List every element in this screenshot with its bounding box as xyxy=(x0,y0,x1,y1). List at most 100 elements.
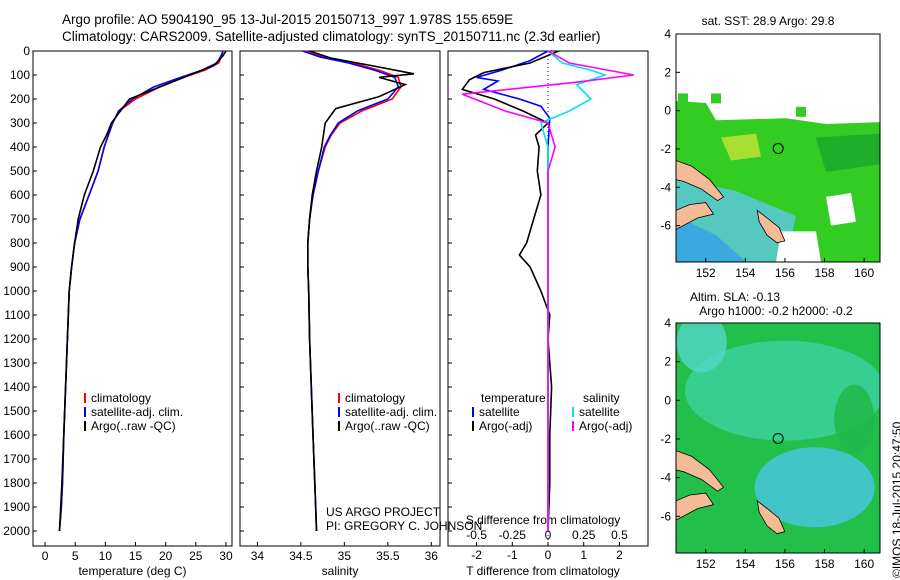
sst-map-field xyxy=(676,34,880,262)
sst-pixel xyxy=(796,106,806,117)
temperature-legend-label: climatology xyxy=(91,391,151,405)
difference-series-magenta xyxy=(462,50,634,531)
salinity-series-blue xyxy=(302,50,400,532)
depth-tick-label: 400 xyxy=(10,140,30,154)
temperature-panel-frame xyxy=(32,50,233,547)
sla-lon-tick-label: 158 xyxy=(815,557,835,571)
diff-legend-temperature-label: satellite xyxy=(479,405,520,419)
temperature-x-tick-label: 10 xyxy=(99,549,113,563)
sst-argo-marker xyxy=(772,143,784,155)
depth-tick-label: 1800 xyxy=(3,476,30,490)
sst-map-title: sat. SST: 28.9 Argo: 29.8 xyxy=(702,14,835,28)
salinity-series-black xyxy=(306,50,415,532)
salinity-x-tick-label: 34.5 xyxy=(289,549,313,563)
salinity-x-tick-label: 35 xyxy=(338,549,352,563)
tdiff-tick-label: -1 xyxy=(507,548,518,562)
sla-map-title: Altim. SLA: -0.13 xyxy=(690,290,780,304)
salinity-legend-label: climatology xyxy=(345,391,405,405)
sdiff-axis-label: S difference from climatology xyxy=(466,513,621,527)
temperature-x-tick-label: 15 xyxy=(129,549,143,563)
sla-map-frame xyxy=(675,322,881,554)
sla-lat-tick-label: 0 xyxy=(664,393,671,407)
sla-map-subtitle: Argo h1000: -0.2 h2000: -0.2 xyxy=(699,304,853,318)
sst-land-outline xyxy=(676,160,725,202)
depth-tick-label: 1600 xyxy=(3,428,30,442)
depth-tick-label: 600 xyxy=(10,188,30,202)
sla-lon-tick-label: 160 xyxy=(854,557,874,571)
depth-tick-label: 2000 xyxy=(3,524,30,538)
sla-map-panel: 152 154 156 158 160 4 2 0 -2 -4 -6 xyxy=(660,316,881,571)
temperature-legend-label: satellite-adj. clim. xyxy=(91,405,183,419)
sst-pixel xyxy=(678,93,688,104)
title-line-2: Climatology: CARS2009. Satellite-adjuste… xyxy=(62,29,601,44)
project-annotation: US ARGO PROJECT xyxy=(326,505,441,519)
depth-tick-label: 1000 xyxy=(3,284,30,298)
tdiff-axis-label: T difference from climatology xyxy=(466,564,620,578)
sst-land-outline xyxy=(756,209,786,244)
sst-land-outline xyxy=(676,202,715,230)
depth-tick-label: 1200 xyxy=(3,332,30,346)
sla-lat-tick-label: -4 xyxy=(660,471,671,485)
sst-lat-tick-label: -6 xyxy=(660,219,671,233)
sla-lon-tick-label: 152 xyxy=(696,557,716,571)
sst-pixel xyxy=(711,93,721,104)
sst-missing-patch xyxy=(776,231,821,262)
sdiff-tick-label: 0 xyxy=(545,528,552,542)
tdiff-tick-label: -2 xyxy=(471,548,482,562)
sla-map-field xyxy=(676,323,880,553)
tdiff-tick-label: 1 xyxy=(580,548,587,562)
sla-lat-tick-label: 2 xyxy=(664,355,671,369)
salinity-x-tick-label: 36 xyxy=(425,549,439,563)
depth-tick-label: 700 xyxy=(10,212,30,226)
sst-lon-tick-label: 158 xyxy=(815,266,835,280)
depth-tick-label: 500 xyxy=(10,164,30,178)
diff-legend-salinity-label: satellite xyxy=(579,405,620,419)
sdiff-tick-label: -0.25 xyxy=(499,528,527,542)
sst-missing-patch xyxy=(826,193,856,226)
sst-map-frame xyxy=(675,33,881,263)
title-line-1: Argo profile: AO 5904190_95 13-Jul-2015 … xyxy=(62,12,514,27)
sdiff-tick-label: -0.5 xyxy=(466,528,487,542)
salinity-panel-frame xyxy=(239,50,441,547)
sla-cyan-region xyxy=(676,323,727,373)
depth-tick-label: 300 xyxy=(10,116,30,130)
depth-tick-label: 800 xyxy=(10,236,30,250)
salinity-axis-label: salinity xyxy=(322,564,359,578)
sst-lon-tick-label: 160 xyxy=(854,266,874,280)
depth-tick-label: 1400 xyxy=(3,380,30,394)
sst-yellow-green-patch xyxy=(721,133,761,161)
pi-annotation: PI: GREGORY C. JOHNSON xyxy=(326,519,482,533)
sla-land-outline xyxy=(756,499,786,535)
temperature-series-black xyxy=(58,50,227,532)
temperature-series-blue xyxy=(58,50,224,532)
depth-tick-label: 100 xyxy=(10,68,30,82)
sdiff-tick-label: 0.25 xyxy=(572,528,596,542)
sla-cyan-region xyxy=(684,340,880,441)
sla-argo-marker xyxy=(772,433,784,445)
diff-legend-temperature-header: temperature xyxy=(481,391,546,405)
sla-blue-region xyxy=(754,447,875,528)
sla-green-region xyxy=(834,384,875,455)
sst-blue-region xyxy=(676,216,746,262)
sst-lat-tick-label: -4 xyxy=(660,180,671,194)
diff-legend-temperature-label: Argo(-adj) xyxy=(479,419,532,433)
sst-lon-tick-label: 156 xyxy=(775,266,795,280)
tdiff-tick-label: 0 xyxy=(545,548,552,562)
depth-tick-label: 900 xyxy=(10,260,30,274)
salinity-legend-label: Argo(..raw -QC) xyxy=(345,419,430,433)
salinity-series-red xyxy=(304,50,402,532)
depth-tick-label: 1500 xyxy=(3,404,30,418)
sst-lon-tick-label: 154 xyxy=(735,266,755,280)
diff-legend-salinity-header: salinity xyxy=(583,391,620,405)
sst-dark-green-patch xyxy=(816,133,880,172)
salinity-x-tick-label: 34 xyxy=(251,549,265,563)
sst-lat-tick-label: -2 xyxy=(660,142,671,156)
sdiff-tick-label: 0.5 xyxy=(611,528,628,542)
temperature-axis-label: temperature (deg C) xyxy=(78,564,186,578)
temperature-x-tick-label: 30 xyxy=(219,549,233,563)
sla-lat-tick-label: 4 xyxy=(664,316,671,330)
sst-lon-tick-label: 152 xyxy=(696,266,716,280)
temperature-series-red xyxy=(58,50,224,532)
sst-lat-tick-label: 4 xyxy=(664,27,671,41)
